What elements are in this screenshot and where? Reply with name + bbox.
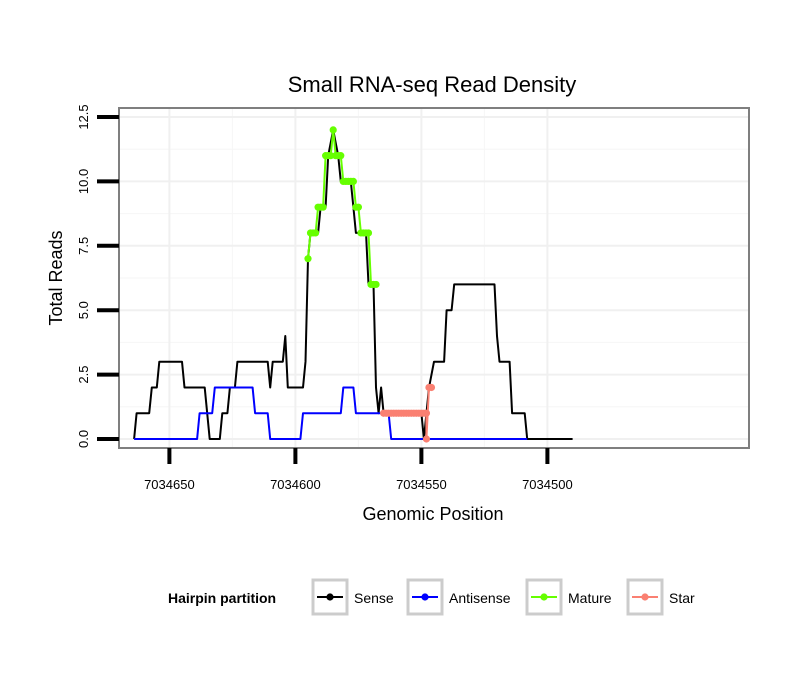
legend-key-dot xyxy=(326,593,334,601)
data-point-star xyxy=(422,435,431,443)
y-axis: 0.0 2.5 5.0 7.5 10.0 12.5 xyxy=(76,104,119,448)
legend-label: Mature xyxy=(568,590,612,606)
y-axis-title: Total Reads xyxy=(46,230,66,325)
legend-key-dot xyxy=(421,593,429,601)
legend-key-dot xyxy=(641,593,649,601)
data-point-mature xyxy=(327,152,335,160)
legend: Hairpin partition Sense Antisense Mature St… xyxy=(168,578,695,616)
data-point-star xyxy=(427,383,436,392)
x-tick-label: 7034550 xyxy=(396,477,447,492)
chart-title: Small RNA-seq Read Density xyxy=(288,72,577,97)
legend-item-sense: Sense xyxy=(311,578,394,616)
data-point-mature xyxy=(304,255,312,263)
legend-label: Sense xyxy=(354,590,394,606)
data-point-mature xyxy=(311,229,320,237)
x-axis-title: Genomic Position xyxy=(362,504,503,524)
series-line-antisense xyxy=(134,386,528,440)
plot-border xyxy=(118,107,750,449)
legend-label: Antisense xyxy=(449,590,511,606)
data-point-mature xyxy=(337,152,345,160)
x-tick-label: 7034650 xyxy=(144,477,195,492)
y-tick-label: 10.0 xyxy=(76,169,91,194)
y-tick-label: 0.0 xyxy=(76,430,91,448)
x-tick-label: 7034500 xyxy=(522,477,573,492)
data-point-star xyxy=(422,409,431,417)
data-point-mature xyxy=(372,280,380,289)
legend-item-antisense: Antisense xyxy=(406,578,511,616)
data-point-mature xyxy=(354,203,362,211)
y-tick-label: 5.0 xyxy=(76,301,91,319)
legend-item-mature: Mature xyxy=(525,578,612,616)
y-tick-label: 12.5 xyxy=(76,104,91,129)
data-point-mature xyxy=(319,203,327,211)
data-point-mature xyxy=(364,229,373,237)
x-tick-label: 7034600 xyxy=(270,477,321,492)
data-point-mature xyxy=(329,126,337,134)
legend-item-star: Star xyxy=(626,578,695,616)
y-tick-label: 7.5 xyxy=(76,237,91,255)
y-tick-label: 2.5 xyxy=(76,366,91,384)
legend-key-dot xyxy=(540,593,548,601)
legend-label: Star xyxy=(669,590,695,606)
x-axis: 7034650 7034600 7034550 7034500 xyxy=(144,448,573,492)
plot-area xyxy=(118,107,750,449)
data-point-mature xyxy=(349,177,357,186)
legend-title: Hairpin partition xyxy=(168,590,276,606)
